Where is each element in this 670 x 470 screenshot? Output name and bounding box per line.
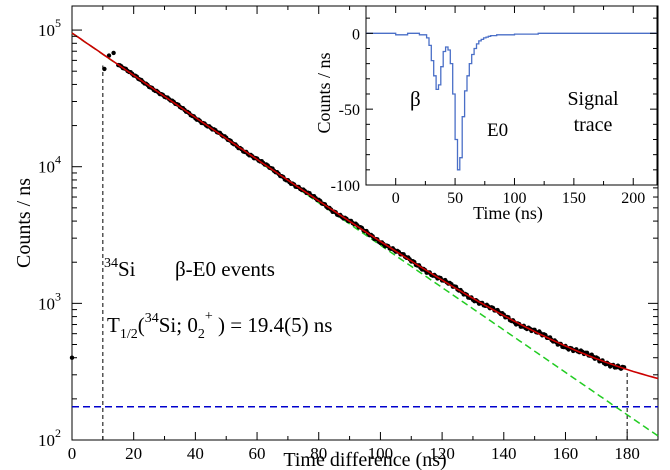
halflife-value: ) = 19.4(5) ns [213, 313, 333, 337]
tick-base: 10 [38, 294, 55, 313]
main-x-axis-label: Time difference (ns) [283, 449, 446, 470]
tick-exponent: 4 [55, 153, 61, 167]
halflife-mass: 34 [145, 311, 159, 326]
main-y-tick-label: 104 [38, 153, 61, 177]
inset-signal-label: Signal [567, 88, 619, 110]
inset-x-tick-label: 50 [447, 190, 463, 207]
main-x-tick-label: 80 [310, 444, 327, 463]
tick-exponent: 5 [55, 16, 61, 30]
inset-x-tick-label: 0 [392, 190, 400, 207]
fit-curve-line [71, 32, 659, 380]
tick-exponent: 2 [55, 426, 61, 440]
exponential-component-line [71, 32, 659, 437]
main-x-tick-label: 60 [249, 444, 266, 463]
inset-y-tick-label: -100 [331, 178, 360, 195]
main-x-tick-label: 120 [429, 444, 455, 463]
data-point [102, 66, 107, 72]
halflife-T-sub: 1/2 [120, 327, 138, 342]
main-x-tick-label: 180 [614, 444, 640, 463]
main-x-tick-label: 100 [368, 444, 394, 463]
inset-x-tick-label: 200 [621, 190, 645, 207]
nucleus-symbol: Si [118, 257, 136, 281]
main-x-tick-label: 140 [491, 444, 517, 463]
main-x-tick-label: 40 [187, 444, 204, 463]
data-point [111, 50, 116, 56]
inset-y-tick-label: -50 [339, 102, 360, 119]
tick-exponent: 3 [55, 289, 61, 303]
tick-base: 10 [38, 158, 55, 177]
inset-plot-frame [365, 5, 658, 186]
main-x-tick-label: 0 [68, 444, 77, 463]
main-marks [69, 32, 659, 440]
events-annotation: β-E0 events [175, 257, 275, 281]
main-y-tick-label: 102 [38, 426, 61, 450]
halflife-state-sup: + [205, 309, 213, 324]
inset-beta-label: β [410, 87, 421, 111]
halflife-T: T [107, 313, 120, 337]
inset-background [366, 6, 657, 185]
inset-axes: 0 50 100 150 200 -100 -50 0 [331, 6, 657, 207]
nucleus-annotation: 34Si [104, 256, 136, 281]
inset-x-tick-label: 100 [502, 190, 526, 207]
inset-chart: 0 50 100 150 200 -100 -50 0 Time (ns) Counts / … [314, 5, 658, 224]
main-y-tick-label: 105 [38, 16, 61, 40]
main-x-tick-label: 20 [125, 444, 142, 463]
inset-x-tick-label: 150 [562, 190, 586, 207]
halflife-open: ( [138, 313, 145, 337]
inset-e0-label: E0 [487, 120, 508, 141]
tick-base: 10 [38, 21, 55, 40]
inset-trace-label: trace [574, 114, 613, 136]
nucleus-mass: 34 [104, 256, 118, 271]
main-y-axis-label: Counts / ns [13, 178, 35, 268]
inset-marks [366, 32, 657, 171]
tick-base: 10 [38, 431, 55, 450]
halflife-state-sub: 2 [198, 327, 205, 342]
signal-trace-line [366, 32, 657, 171]
main-plot-frame [71, 5, 659, 441]
inset-y-axis-label: Counts / ns [314, 52, 334, 133]
inset-y-tick-label: 0 [352, 26, 360, 43]
halflife-annotation: T1/2(34Si; 02+ ) = 19.4(5) ns [107, 309, 332, 342]
halflife-state: Si; 0 [159, 313, 198, 337]
main-y-tick-label: 103 [38, 289, 61, 313]
inset-x-axis-label: Time (ns) [473, 203, 543, 224]
main-x-tick-label: 160 [553, 444, 579, 463]
